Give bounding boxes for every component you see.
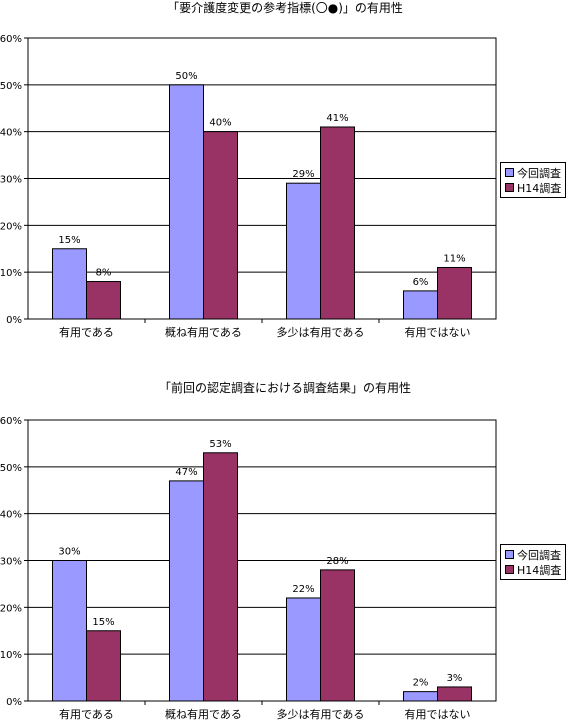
data-label: 29% [292, 169, 314, 180]
data-label: 3% [447, 673, 463, 684]
bar-series-1 [52, 560, 87, 702]
data-label: 40% [209, 118, 231, 129]
data-label: 53% [209, 439, 231, 450]
y-tick-label: 40% [0, 128, 22, 139]
legend-label-series-1: 今回調査 [517, 166, 561, 180]
x-category-label: 概ね有用である [165, 325, 242, 339]
bar-series-1 [169, 84, 204, 320]
legend-item-series-2: H14調査 [505, 562, 561, 577]
chart-title: 「前回の認定調査における調査結果」の有用性 [158, 381, 411, 395]
x-category-label: 有用である [59, 707, 114, 721]
data-label: 28% [326, 556, 348, 567]
bar-series-1 [286, 597, 321, 702]
chart-2: 「前回の認定調査における調査結果」の有用性 0% 10% 20% 30% 40% 50% 6… [0, 380, 570, 721]
bar-series-2 [86, 281, 121, 320]
data-label: 50% [175, 71, 197, 82]
data-label: 15% [58, 235, 80, 246]
bar-series-2 [437, 266, 472, 320]
y-tick-label: 10% [0, 268, 22, 279]
y-tick-label: 50% [0, 81, 22, 92]
y-tick-label: 60% [0, 416, 22, 427]
bar-series-1 [286, 182, 321, 320]
chart-1: 「要介護度変更の参考指標(〇●)」の有用性 0% 10% 20% 30% 40% 50% 6… [0, 0, 570, 350]
x-category-label: 有用ではない [405, 707, 471, 721]
chart-legend: 今回調査 H14調査 [500, 162, 567, 198]
legend-label-series-1: 今回調査 [517, 548, 561, 562]
data-label: 8% [96, 268, 112, 279]
x-category-label: 有用ではない [405, 325, 471, 339]
legend-swatch-series-1 [505, 168, 514, 177]
legend-item-series-2: H14調査 [505, 180, 561, 195]
bar-series-2 [203, 131, 238, 320]
chart-1-plot: 0% 10% 20% 30% 40% 50% 60% 有用である 15% 8% 概ね有用である 50%… [0, 34, 497, 339]
chart-2-plot: 0% 10% 20% 30% 40% 50% 60% 有用である 30% 15% 概ね有用である 47… [0, 416, 497, 721]
bar-series-2 [320, 569, 355, 702]
legend-label-series-2: H14調査 [517, 181, 562, 195]
y-tick-label: 50% [0, 463, 22, 474]
data-label: 11% [443, 253, 465, 264]
y-tick-label: 20% [0, 221, 22, 232]
y-tick-label: 40% [0, 510, 22, 521]
data-label: 30% [58, 547, 80, 558]
x-category-label: 多少は有用である [277, 707, 365, 721]
bar-series-2 [203, 452, 238, 702]
data-label: 22% [292, 584, 314, 595]
bar-series-1 [169, 480, 204, 702]
x-category-label: 多少は有用である [277, 325, 365, 339]
data-label: 15% [92, 617, 114, 628]
y-tick-label: 10% [0, 650, 22, 661]
y-tick-label: 30% [0, 557, 22, 568]
bar-series-1 [403, 290, 438, 320]
y-tick-label: 20% [0, 603, 22, 614]
legend-swatch-series-2 [505, 183, 514, 192]
legend-item-series-1: 今回調査 [505, 165, 561, 180]
y-tick-label: 0% [6, 315, 22, 326]
bar-series-2 [86, 630, 121, 702]
bar-series-1 [403, 691, 438, 702]
bar-series-2 [320, 126, 355, 320]
y-tick-label: 60% [0, 34, 22, 45]
x-category-label: 有用である [59, 325, 114, 339]
legend-swatch-series-2 [505, 565, 514, 574]
data-label: 41% [326, 113, 348, 124]
y-tick-label: 30% [0, 175, 22, 186]
data-label: 2% [413, 678, 429, 689]
x-category-label: 概ね有用である [165, 707, 242, 721]
legend-label-series-2: H14調査 [517, 563, 562, 577]
data-label: 47% [175, 467, 197, 478]
y-tick-label: 0% [6, 697, 22, 708]
chart-title: 「要介護度変更の参考指標(〇●)」の有用性 [167, 1, 403, 15]
bar-series-2 [437, 686, 472, 702]
data-label: 6% [413, 277, 429, 288]
legend-swatch-series-1 [505, 550, 514, 559]
chart-legend: 今回調査 H14調査 [500, 544, 567, 580]
bar-series-1 [52, 248, 87, 320]
legend-item-series-1: 今回調査 [505, 547, 561, 562]
